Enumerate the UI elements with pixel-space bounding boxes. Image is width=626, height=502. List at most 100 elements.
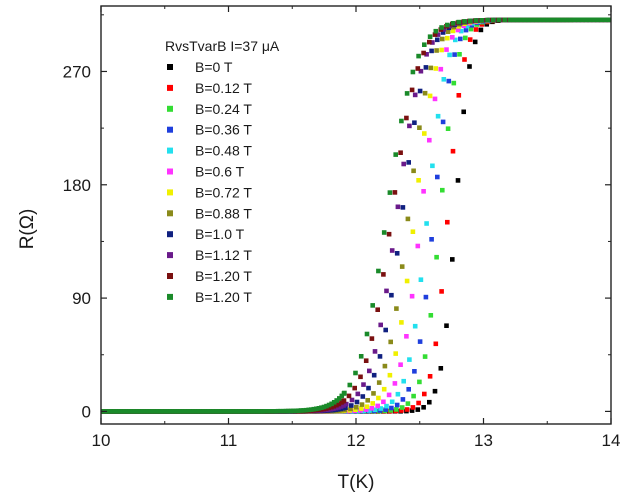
legend-marker: [167, 147, 173, 154]
data-point: [369, 406, 375, 411]
data-point: [404, 91, 410, 96]
data-point: [117, 409, 123, 414]
data-point: [415, 66, 421, 71]
data-point: [453, 37, 458, 43]
data-point: [399, 118, 404, 124]
data-point: [439, 289, 444, 294]
data-point: [363, 358, 369, 363]
data-point: [595, 17, 601, 23]
data-point: [389, 399, 395, 405]
data-point: [359, 402, 365, 407]
data-point: [450, 28, 456, 34]
data-point: [158, 409, 164, 414]
data-point: [432, 96, 438, 102]
data-point: [450, 257, 455, 262]
data-point: [435, 37, 440, 43]
x-axis-title: T(K): [338, 472, 375, 493]
legend-label: B=1.20 T: [195, 289, 252, 305]
data-point: [135, 409, 141, 414]
data-point: [383, 407, 388, 412]
data-point: [112, 409, 118, 414]
data-point: [383, 327, 388, 333]
data-point: [252, 409, 258, 414]
data-point: [400, 397, 406, 402]
data-point: [412, 323, 418, 329]
data-point: [439, 47, 444, 53]
data-point: [353, 407, 358, 412]
data-point: [352, 385, 357, 391]
data-point: [430, 40, 435, 45]
data-point: [406, 387, 411, 392]
data-point: [364, 404, 370, 409]
data-point: [138, 409, 143, 414]
data-point: [410, 229, 416, 234]
data-point: [120, 409, 125, 414]
data-point: [235, 409, 240, 414]
legend-marker: [167, 273, 173, 279]
data-point: [404, 407, 410, 412]
data-point: [441, 77, 447, 82]
data-point: [450, 35, 455, 40]
axis-ticks: 10 11 12 13 14 0 90 180 270: [63, 6, 620, 450]
data-point: [404, 334, 409, 339]
data-point: [283, 408, 288, 414]
data-point: [395, 204, 401, 210]
data-point: [341, 398, 346, 404]
data-point: [526, 17, 532, 23]
data-point: [378, 322, 383, 328]
data-point: [204, 409, 209, 414]
data-point: [366, 385, 371, 391]
data-point: [107, 409, 113, 414]
data-point: [473, 27, 479, 32]
data-points: [101, 17, 611, 414]
legend-marker: [167, 293, 173, 300]
data-point: [561, 17, 566, 23]
data-point: [439, 25, 444, 30]
data-point: [393, 152, 398, 157]
data-point: [122, 409, 128, 414]
data-point: [392, 190, 398, 195]
data-point: [347, 382, 353, 388]
data-point: [232, 409, 237, 414]
data-point: [173, 409, 179, 414]
data-point: [456, 93, 462, 98]
data-point: [329, 401, 334, 407]
data-point: [371, 391, 376, 396]
data-point: [260, 409, 266, 414]
data-point: [314, 406, 319, 412]
data-point: [194, 409, 199, 414]
data-point: [268, 409, 273, 414]
data-point: [143, 409, 148, 414]
data-point: [417, 88, 423, 94]
y-tick-label: 180: [63, 176, 91, 195]
data-point: [389, 405, 394, 411]
data-point: [472, 39, 478, 45]
x-tick-label: 11: [220, 431, 238, 450]
legend-label: B=0.12 T: [195, 80, 252, 96]
data-point: [219, 409, 225, 414]
data-point: [572, 17, 578, 23]
data-point: [346, 393, 352, 399]
data-point: [168, 409, 174, 414]
data-point: [599, 17, 605, 23]
data-point: [360, 394, 366, 399]
data-point: [433, 28, 439, 34]
data-point: [153, 409, 158, 414]
data-point: [455, 178, 461, 183]
data-point: [455, 27, 461, 33]
data-point: [490, 17, 496, 23]
data-point: [395, 391, 401, 397]
data-point: [418, 68, 424, 74]
data-point: [344, 401, 349, 407]
data-point: [367, 368, 372, 374]
data-point: [463, 35, 468, 41]
data-point: [479, 18, 484, 23]
data-point: [291, 408, 296, 414]
legend-label: B=0.24 T: [195, 101, 252, 117]
data-point: [405, 216, 411, 222]
data-point: [189, 409, 194, 414]
data-point: [369, 336, 375, 341]
data-point: [440, 36, 445, 42]
data-point: [401, 378, 406, 384]
data-point: [424, 52, 429, 57]
